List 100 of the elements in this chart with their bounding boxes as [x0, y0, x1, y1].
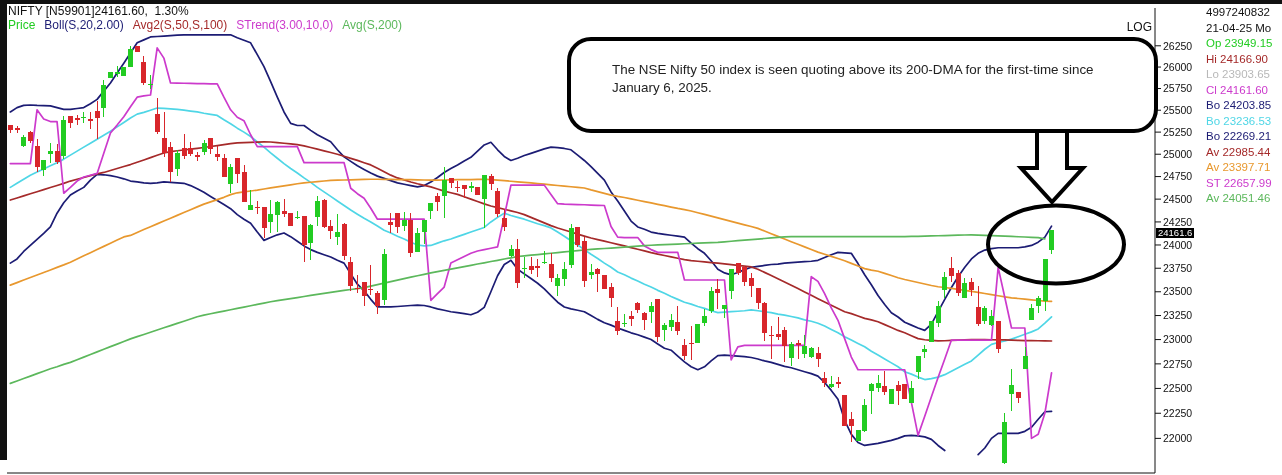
candlestick: [342, 222, 347, 260]
candlestick: [869, 382, 874, 414]
line-series: [9, 178, 1053, 303]
candlestick: [335, 214, 340, 245]
candlestick: [842, 395, 847, 426]
y-tick-label: 23500: [1163, 285, 1193, 298]
candlestick: [642, 311, 647, 330]
candlestick: [809, 347, 814, 358]
text: 4997240832: [1206, 6, 1270, 18]
candlestick: [502, 208, 507, 232]
candlestick: [88, 111, 93, 129]
y-tick-label: 25750: [1163, 82, 1193, 95]
candlestick: [649, 302, 654, 324]
candlestick: [315, 195, 320, 227]
text: Bo 24203.85: [1206, 99, 1272, 111]
candlestick: [582, 236, 587, 287]
candlestick: [41, 159, 46, 177]
candlestick: [108, 72, 113, 79]
candlestick: [1016, 391, 1021, 403]
candlestick: [268, 199, 273, 233]
text: Avg2(S,50,S,100): [132, 18, 228, 32]
y-tick-label: 24000: [1163, 238, 1193, 251]
candlestick: [722, 304, 727, 319]
candlestick: [889, 388, 894, 404]
candlestick: [522, 257, 527, 278]
candlestick: [128, 45, 133, 68]
text: Price: [8, 18, 36, 32]
candlestick: [589, 264, 594, 279]
candlestick: [569, 224, 574, 269]
candlestick: [796, 340, 801, 359]
candlestick: [435, 192, 440, 212]
candlestick: [1043, 258, 1048, 311]
line-series: [9, 140, 1053, 342]
candlestick: [215, 145, 220, 161]
candlestick: [1036, 296, 1041, 314]
candlestick: [562, 261, 567, 286]
candlestick: [762, 302, 767, 341]
candlestick: [609, 282, 614, 307]
candlestick: [155, 98, 160, 134]
candlestick: [515, 238, 520, 289]
candlestick: [602, 275, 607, 290]
candlestick: [916, 355, 921, 379]
candlestick: [202, 140, 207, 155]
candlestick: [295, 211, 300, 220]
candlestick: [555, 273, 560, 296]
candlestick: [68, 116, 73, 129]
candlestick: [422, 219, 427, 245]
y-tick-label: 24500: [1163, 192, 1193, 205]
candlestick: [75, 115, 80, 125]
candlestick: [408, 213, 413, 257]
candlestick: [302, 215, 307, 263]
candlestick: [695, 323, 700, 344]
y-tick-label: 26000: [1163, 60, 1193, 73]
candlestick: [55, 144, 60, 165]
candlestick: [622, 314, 627, 327]
candlestick: [428, 203, 433, 220]
candlestick: [849, 412, 854, 443]
annotation: The NSE Nifty 50 index is seen quoting above its 200-DMA for the first-time since January 6, 2025.: [612, 62, 1094, 95]
candlestick: [816, 347, 821, 367]
candlestick: [749, 273, 754, 298]
candlestick: [1029, 304, 1034, 320]
candlestick: [462, 185, 467, 199]
y-tick-label: 22500: [1163, 382, 1193, 395]
candlestick: [248, 189, 253, 211]
text: 24161.6: [1158, 227, 1193, 239]
candlestick: [802, 334, 807, 358]
candlestick: [415, 227, 420, 252]
text: Lo 23903.65: [1206, 68, 1270, 80]
text: Av 24051.46: [1206, 192, 1271, 204]
candlestick: [15, 125, 20, 134]
candlestick: [1049, 229, 1054, 254]
candlestick: [1023, 347, 1028, 370]
candlestick: [635, 302, 640, 314]
candlestick: [956, 269, 961, 297]
candlestick: [982, 306, 987, 325]
candlestick: [549, 252, 554, 283]
y-tick-label: 23750: [1163, 261, 1193, 274]
candlestick: [242, 164, 247, 202]
candlestick: [909, 380, 914, 403]
text: Av 22985.44: [1206, 145, 1271, 158]
line-series: [9, 107, 1053, 381]
candlestick: [936, 301, 941, 327]
y-tick-label: 22250: [1163, 406, 1193, 419]
candlestick: [836, 377, 841, 388]
candlestick: [942, 272, 947, 299]
candlestick: [275, 200, 280, 233]
candlestick: [482, 174, 487, 229]
line-series: [9, 233, 1046, 385]
candlestick: [729, 269, 734, 300]
candlestick: [195, 151, 200, 162]
chart-title: NIFTY [N59901]24161.60, 1.30%: [8, 4, 189, 18]
text: Op 23949.15: [1206, 37, 1273, 49]
candlestick: [509, 244, 514, 258]
candlestick: [61, 115, 66, 160]
text: Cl 24161.60: [1206, 83, 1269, 96]
candlestick: [962, 278, 967, 299]
candlestick: [8, 124, 13, 134]
candlestick: [495, 187, 500, 218]
y-tick-label: 24750: [1163, 170, 1193, 183]
candlestick: [141, 55, 146, 85]
